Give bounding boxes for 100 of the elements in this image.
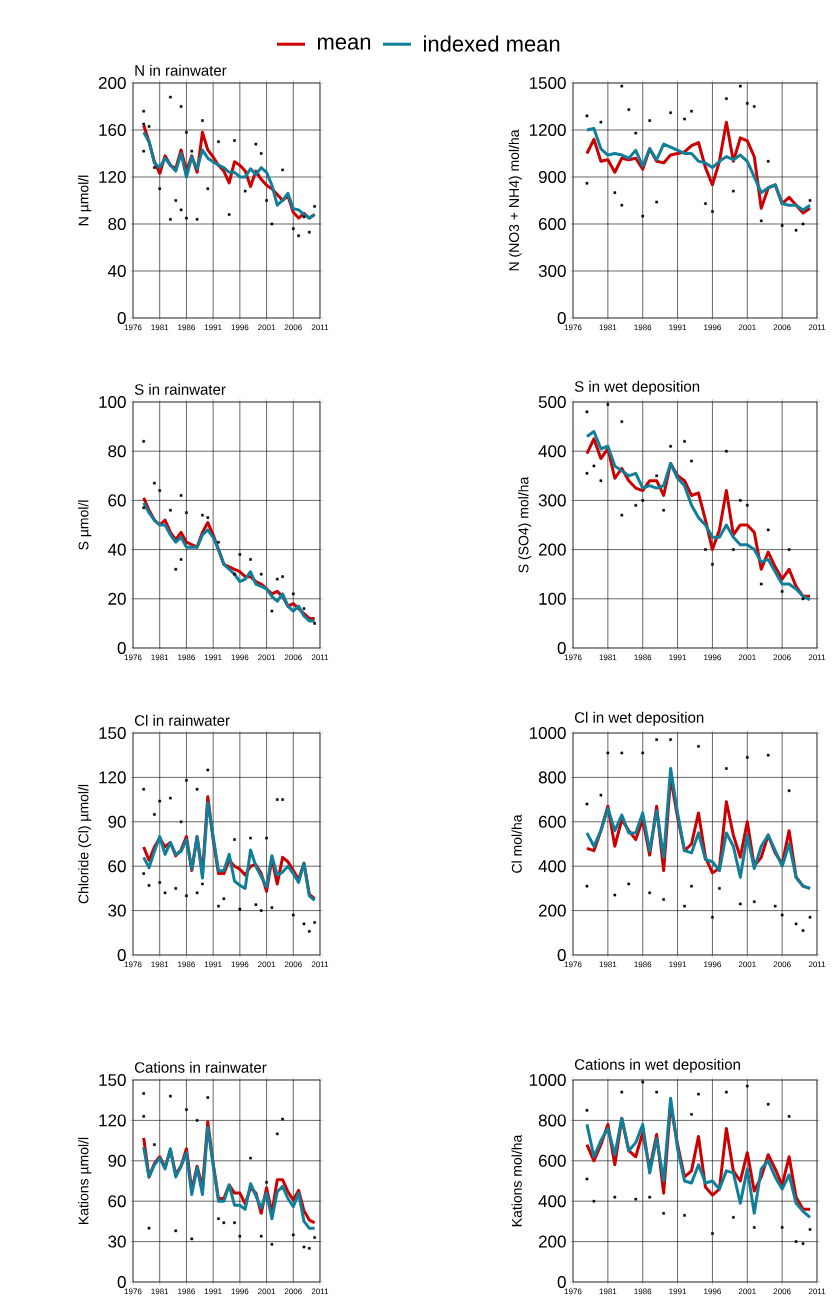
x-tick-label: 2006 [773,324,791,331]
x-tick-label: 1996 [231,1288,249,1295]
x-tick-label: 1996 [231,324,249,331]
y-axis-title: Chloride (Cl) µmol/l [78,784,92,904]
x-tick-label: 2001 [738,654,756,661]
y-tick-label: 600 [538,1154,566,1167]
y-tick-label: 100 [99,395,126,409]
y-tick-label: 40 [107,264,126,278]
x-tick-label: 1991 [204,1288,222,1295]
x-tick-label: 1986 [178,961,195,968]
y-tick-label: 400 [538,445,566,458]
y-tick-label: 800 [538,1114,566,1127]
x-tick-label: 2011 [808,1288,826,1295]
y-tick-label: 160 [99,123,126,137]
x-tick-label: 1976 [564,961,582,968]
y-tick-label: 80 [108,217,126,231]
y-tick-label: 120 [99,1114,126,1127]
y-tick-label: 120 [99,170,126,184]
y-tick-label: 200 [98,76,126,90]
y-tick-label: 150 [99,1073,126,1087]
x-tick-label: 1986 [634,961,652,968]
y-tick-label: 1000 [529,726,566,740]
x-tick-label: 1991 [669,961,687,968]
x-tick-label: 2006 [284,324,302,331]
x-tick-label: 2001 [738,324,756,331]
x-tick-label: 2011 [311,1288,329,1295]
x-tick-label: 1976 [124,324,142,331]
y-tick-label: 0 [557,641,566,655]
x-tick-label: 1981 [599,654,617,661]
y-axis-title: S (SO4) mol/ha [518,476,532,573]
y-tick-label: 40 [107,543,126,556]
x-tick-label: 1976 [564,324,582,331]
y-tick-label: 90 [108,1154,126,1167]
y-tick-label: 1200 [529,123,566,137]
x-tick-label: 1976 [124,654,142,661]
x-tick-label: 2006 [284,654,302,661]
x-tick-label: 1996 [704,324,721,331]
x-tick-label: 1991 [669,654,687,661]
x-tick-label: 2006 [773,1288,791,1295]
x-tick-label: 1976 [124,1288,142,1295]
y-tick-label: 400 [538,860,566,873]
x-tick-label: 1996 [231,654,249,661]
y-tick-label: 0 [117,641,126,655]
x-tick-label: 1976 [564,1288,582,1295]
y-tick-label: 800 [538,771,566,784]
chart-title: Cl in wet deposition [574,711,704,726]
y-axis-title: S µmol/l [78,500,92,550]
x-tick-label: 2001 [258,1288,276,1295]
y-tick-label: 60 [108,860,126,873]
y-tick-label: 30 [108,904,126,917]
x-tick-label: 1986 [178,654,195,661]
y-tick-label: 500 [538,395,566,409]
x-tick-label: 1976 [124,961,142,968]
x-tick-label: 1996 [704,654,721,661]
y-tick-label: 30 [108,1235,126,1248]
y-tick-label: 80 [108,445,126,458]
chart-title: Cations in wet deposition [574,1058,740,1073]
y-tick-label: 20 [108,592,126,605]
x-tick-label: 1981 [599,324,617,331]
y-tick-label: 1500 [529,76,566,90]
chart-title: Cl in rainwater [134,714,230,726]
y-tick-label: 60 [108,494,126,507]
x-tick-label: 1986 [634,324,652,331]
y-tick-label: 1000 [529,1073,566,1087]
x-tick-label: 2011 [808,324,826,331]
chart-title: N in rainwater [135,64,227,76]
y-tick-label: 600 [538,217,566,231]
x-tick-label: 1981 [599,1288,617,1295]
x-tick-label: 1991 [204,961,222,968]
x-tick-label: 2011 [808,654,826,661]
legend-label: mean [317,37,371,50]
y-tick-label: 200 [538,1235,566,1248]
chart-title: S in wet deposition [574,380,700,395]
x-tick-label: 1991 [204,654,222,661]
x-tick-label: 1981 [151,1288,169,1295]
x-tick-label: 2001 [738,961,756,968]
chart-title: Cations in rainwater [134,1061,267,1073]
y-tick-label: 0 [557,1275,566,1289]
x-tick-label: 2001 [258,961,276,968]
x-tick-label: 2006 [773,654,791,661]
y-tick-label: 60 [108,1195,126,1208]
y-tick-label: 0 [557,948,566,962]
y-axis-title: N (NO3 + NH4) mol/ha [508,129,522,271]
y-tick-label: 300 [538,494,566,507]
x-tick-label: 1981 [151,654,169,661]
x-tick-label: 1996 [704,961,721,968]
y-tick-label: 0 [117,1275,126,1289]
legend-label: indexed mean [423,35,560,52]
y-tick-label: 900 [538,170,566,184]
y-tick-label: 0 [117,311,126,325]
y-axis-title: Kations µmol/l [78,1137,92,1224]
x-tick-label: 1981 [151,961,169,968]
x-tick-label: 2011 [808,961,826,968]
y-axis-title: Kations mol/ha [511,1134,522,1227]
x-tick-label: 1996 [231,961,249,968]
y-tick-label: 200 [538,543,566,556]
y-axis-title: N µmol/l [78,175,92,226]
y-tick-label: 150 [99,726,126,740]
x-tick-label: 2011 [311,324,329,331]
y-axis-title: Cl mol/ha [511,814,522,873]
